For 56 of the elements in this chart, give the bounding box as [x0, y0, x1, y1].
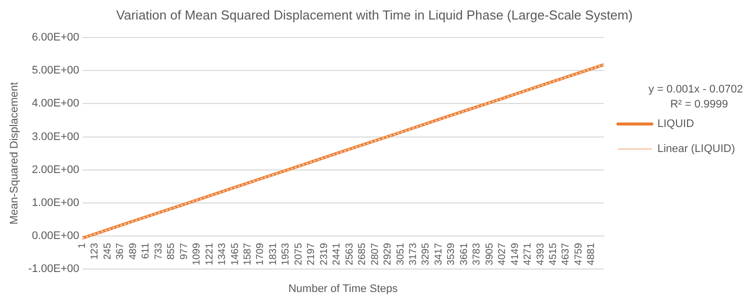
- legend-label: LIQUID: [657, 118, 694, 130]
- x-tick-label: 2441: [332, 242, 343, 266]
- x-tick-label: 1709: [255, 242, 266, 266]
- x-tick-label: 3783: [472, 242, 483, 266]
- y-tick-label: 3.00E+00: [32, 130, 80, 143]
- x-tick-label: 2319: [318, 242, 330, 266]
- x-tick-label: 611: [140, 242, 152, 259]
- x-tick-label: 4027: [497, 242, 508, 266]
- x-tick-label: 3539: [446, 242, 458, 266]
- y-tick-label: 1.00E+00: [32, 196, 80, 209]
- x-tick-label: 245: [102, 242, 114, 260]
- x-tick-label: 977: [178, 242, 190, 260]
- x-tick-label: 1587: [242, 242, 254, 266]
- x-tick-label: 2197: [306, 242, 318, 266]
- y-tick-label: 6.00E+00: [32, 32, 80, 44]
- x-tick-label: 1343: [217, 242, 228, 266]
- x-tick-label: 4759: [573, 242, 584, 266]
- x-tick-label: 733: [153, 242, 164, 260]
- x-axis-title: Number of Time Steps: [288, 283, 398, 296]
- x-tick-label: 4393: [535, 242, 546, 266]
- x-tick-label: 1099: [192, 242, 203, 266]
- x-tick-label: 2807: [370, 242, 381, 266]
- x-tick-label: 2929: [382, 242, 394, 266]
- x-tick-label: 4881: [586, 242, 598, 266]
- x-tick-label: 123: [90, 242, 101, 260]
- x-tick-label: 2563: [344, 242, 356, 266]
- x-tick-label: 3417: [433, 242, 444, 266]
- x-tick-label: 1465: [230, 242, 241, 266]
- x-tick-label: 3905: [484, 242, 496, 266]
- x-tick-label: 367: [115, 242, 126, 260]
- x-tick-label: 1: [77, 242, 88, 249]
- chart-title: Variation of Mean Squared Displacement with Time in Liquid Phase (Large-Scale System): [116, 7, 633, 22]
- x-tick-label: 1953: [280, 242, 292, 266]
- x-tick-label: 3295: [420, 242, 432, 266]
- x-tick-label: 1831: [268, 242, 279, 266]
- y-tick-label: 2.00E+00: [32, 164, 80, 176]
- x-tick-label: 3173: [408, 242, 419, 266]
- y-tick-label: 0.00E+00: [32, 230, 80, 242]
- x-tick-label: 3661: [458, 242, 470, 266]
- x-tick-label: 4271: [522, 242, 534, 266]
- x-tick-label: 2075: [293, 242, 304, 266]
- text: R² = 0.9999: [670, 98, 728, 111]
- y-axis-title: Mean-Squared Displacement: [8, 82, 21, 225]
- x-tick-label: 4149: [510, 242, 521, 266]
- x-tick-label: 4637: [560, 242, 572, 266]
- x-tick-label: 2685: [357, 242, 368, 266]
- x-tick-label: 489: [128, 242, 139, 260]
- x-tick-label: 855: [166, 242, 178, 260]
- x-tick-label: 4515: [548, 242, 560, 266]
- legend-label: Linear (LIQUID): [657, 143, 736, 156]
- x-tick-label: 3051: [395, 242, 406, 266]
- y-tick-label: 5.00E+00: [32, 64, 80, 77]
- text: y = 0.001x - 0.0702: [648, 84, 743, 96]
- x-tick-label: 1221: [204, 242, 216, 266]
- y-tick-label: 4.00E+00: [32, 98, 80, 110]
- y-tick-label: -1.00E+00: [28, 263, 80, 276]
